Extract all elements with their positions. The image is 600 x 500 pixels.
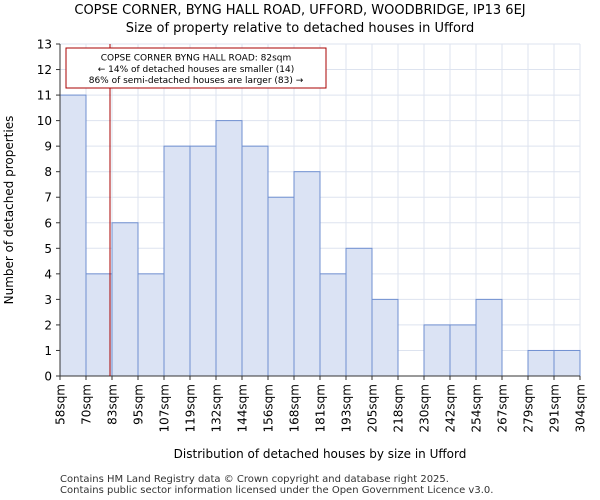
y-tick-label: 3: [44, 293, 52, 307]
y-tick-label: 11: [37, 89, 52, 103]
histogram-bar: [319, 273, 347, 377]
y-axis-label: Number of detached properties: [2, 116, 16, 305]
y-tick-label: 10: [37, 114, 52, 128]
histogram-bar: [345, 247, 373, 377]
histogram-bar: [553, 349, 581, 377]
annotation-line-3: 86% of semi-detached houses are larger (…: [89, 76, 304, 86]
y-tick-label: 9: [44, 140, 52, 154]
annotation-box: COPSE CORNER BYNG HALL ROAD: 82sqm ← 14%…: [65, 47, 327, 89]
x-tick-label: 168sqm: [288, 384, 302, 432]
annotation-line-1: COPSE CORNER BYNG HALL ROAD: 82sqm: [101, 54, 292, 64]
x-tick-labels: 58sqm 70sqm 83sqm 95sqm 107sqm 119sqm 132sqm 14…: [54, 376, 588, 432]
x-tick-label: 144sqm: [236, 384, 250, 432]
annotation-line-2: ← 14% of detached houses are smaller (14…: [98, 65, 295, 75]
histogram-bar: [423, 324, 451, 377]
x-tick-label: 156sqm: [262, 384, 276, 432]
histogram-bar: [137, 273, 165, 377]
x-tick-label: 193sqm: [340, 384, 354, 432]
x-axis-label: Distribution of detached houses by size …: [174, 447, 467, 461]
x-tick-label: 205sqm: [366, 384, 380, 432]
chart-subtitle: Size of property relative to detached ho…: [125, 21, 475, 36]
histogram-bar: [449, 324, 477, 377]
y-tick-label: 1: [44, 344, 52, 358]
x-tick-label: 230sqm: [418, 384, 432, 432]
x-tick-label: 267sqm: [496, 384, 510, 432]
histogram-bar: [371, 298, 399, 377]
x-tick-label: 119sqm: [184, 384, 198, 432]
x-tick-label: 107sqm: [158, 384, 172, 432]
x-tick-label: 132sqm: [210, 384, 224, 432]
x-tick-label: 254sqm: [470, 384, 484, 432]
x-tick-label: 218sqm: [392, 384, 406, 432]
annotation-border: [65, 47, 327, 89]
histogram-bar: [527, 349, 555, 377]
x-tick-label: 58sqm: [54, 384, 68, 425]
footer-attribution-2: Contains public sector information licen…: [60, 485, 494, 496]
x-tick-label: 242sqm: [444, 384, 458, 432]
histogram-bar: [215, 120, 243, 377]
bars: [59, 94, 581, 377]
y-tick-label: 0: [44, 370, 52, 384]
histogram-bar: [59, 94, 87, 377]
histogram-bar: [189, 145, 217, 377]
x-tick-label: 291sqm: [548, 384, 562, 432]
histogram-bar: [267, 196, 295, 377]
y-tick-label: 13: [37, 38, 52, 52]
footer-attribution-1: Contains HM Land Registry data © Crown c…: [60, 474, 449, 485]
y-tick-label: 8: [44, 165, 52, 179]
histogram-bar: [111, 222, 139, 377]
y-tick-label: 7: [44, 191, 52, 205]
histogram-bar: [293, 171, 321, 377]
x-tick-label: 304sqm: [574, 384, 588, 432]
y-tick-label: 12: [37, 63, 52, 77]
x-tick-label: 70sqm: [80, 384, 94, 425]
y-tick-label: 4: [44, 267, 52, 281]
y-tick-label: 6: [44, 216, 52, 230]
y-tick-label: 2: [44, 318, 52, 332]
chart-title: COPSE CORNER, BYNG HALL ROAD, UFFORD, WO…: [74, 3, 526, 18]
histogram-bar: [241, 145, 269, 377]
histogram-bar: [85, 273, 113, 377]
x-tick-label: 181sqm: [314, 384, 328, 432]
y-tick-label: 5: [44, 242, 52, 256]
x-tick-label: 83sqm: [106, 384, 120, 425]
x-tick-label: 279sqm: [522, 384, 536, 432]
x-tick-label: 95sqm: [132, 384, 146, 425]
histogram-bar: [475, 298, 503, 377]
histogram-bar: [163, 145, 191, 377]
